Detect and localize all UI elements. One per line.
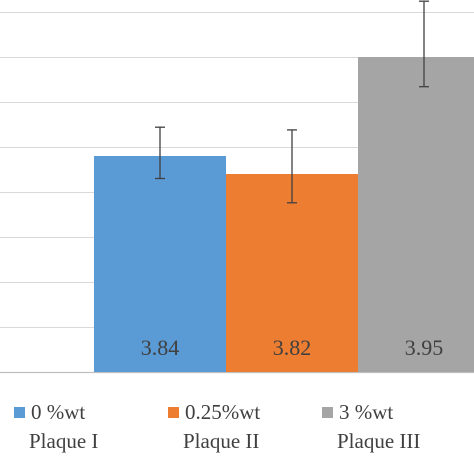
bar-chart: 3.84 3.82 3.95: [0, 0, 474, 374]
legend-sublabel: Plaque I: [29, 429, 99, 454]
legend-item-plaque-iii: 3 %wt Plaque III: [322, 398, 420, 457]
legend-swatch: [14, 407, 25, 419]
bar: [358, 57, 474, 372]
data-labels: 3.84 3.82 3.95: [141, 335, 444, 360]
legend-sublabel: Plaque II: [183, 429, 260, 454]
legend-sublabel: Plaque III: [337, 429, 421, 454]
bar: [226, 174, 358, 372]
error-bars: [155, 0, 429, 204]
data-label: 3.95: [405, 335, 444, 360]
data-label: 3.82: [273, 335, 312, 360]
legend-label: 3 %wt: [339, 400, 394, 424]
legend-swatch: [168, 407, 179, 419]
legend-item-plaque-ii: 0.25%wt Plaque II: [168, 398, 260, 457]
bars: [94, 57, 474, 372]
legend-item-plaque-i: 0 %wt Plaque I: [14, 398, 98, 457]
legend-label: 0 %wt: [31, 400, 86, 424]
legend-swatch: [322, 407, 333, 419]
bar: [94, 156, 226, 372]
legend: 0 %wt Plaque I 0.25%wt Plaque II 3 %wt P…: [0, 398, 474, 474]
legend-label: 0.25%wt: [185, 400, 261, 424]
data-label: 3.84: [141, 335, 180, 360]
